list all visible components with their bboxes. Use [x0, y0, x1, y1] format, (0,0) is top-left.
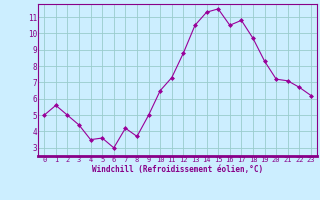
- X-axis label: Windchill (Refroidissement éolien,°C): Windchill (Refroidissement éolien,°C): [92, 165, 263, 174]
